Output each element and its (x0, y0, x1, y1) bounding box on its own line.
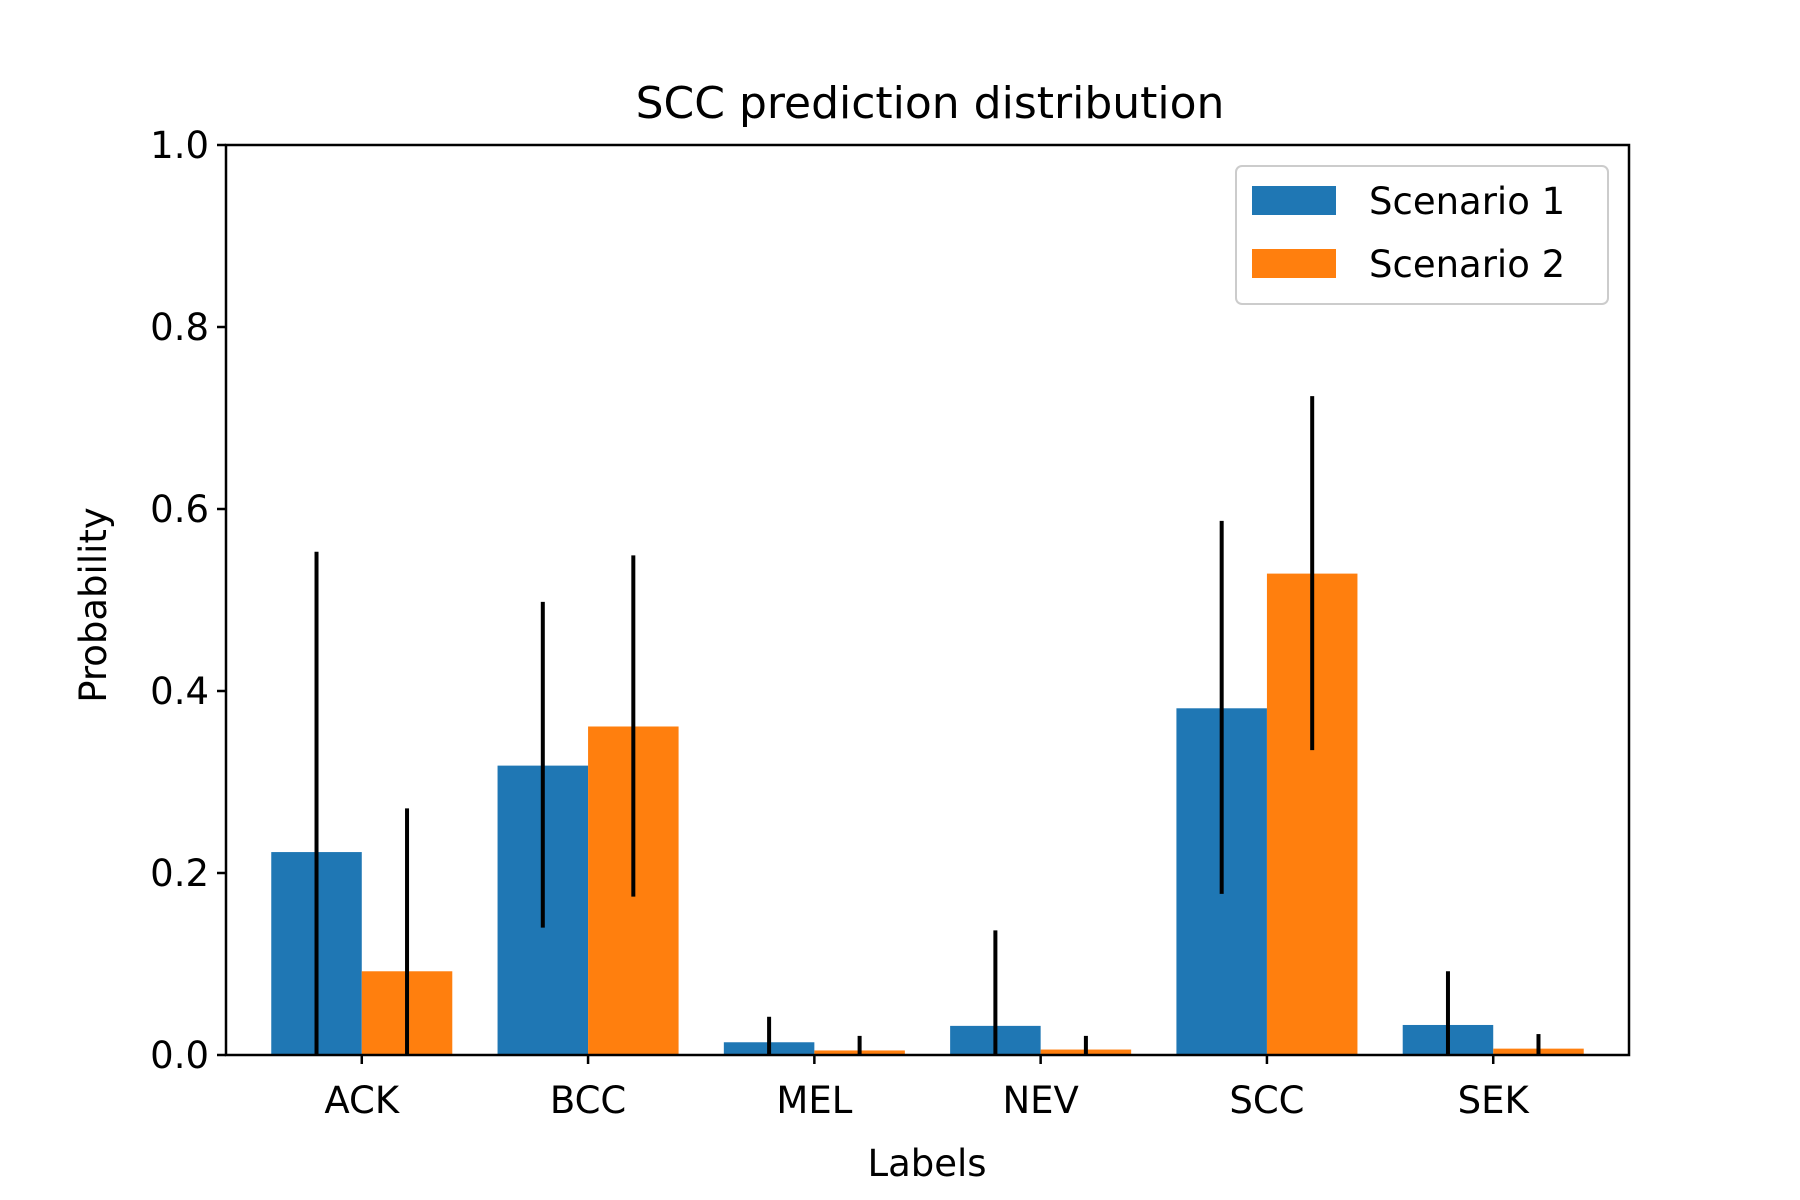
chart-canvas: SCC prediction distribution 0.0 0.2 0.4 0.6… (0, 0, 1800, 1200)
y-tick-label: 0.4 (150, 670, 209, 713)
x-tick-label-nev: NEV (1002, 1079, 1078, 1122)
y-tick-label: 1.0 (150, 124, 209, 167)
x-axis: ACK BCC MEL NEV SCC SEK (324, 1055, 1530, 1122)
bars-layer (271, 574, 1583, 1055)
y-tick-label: 0.2 (150, 852, 209, 895)
y-tick-label: 0.0 (150, 1034, 209, 1077)
legend-swatch-scenario-2 (1252, 249, 1336, 278)
legend-swatch-scenario-1 (1252, 186, 1336, 215)
y-tick-label: 0.8 (150, 306, 209, 349)
legend: Scenario 1 Scenario 2 (1236, 166, 1608, 304)
chart-title: SCC prediction distribution (636, 78, 1225, 129)
x-tick-label-scc: SCC (1229, 1079, 1304, 1122)
x-tick-label-sek: SEK (1458, 1079, 1531, 1122)
x-axis-label: Labels (867, 1142, 986, 1185)
y-axis: 0.0 0.2 0.4 0.6 0.8 1.0 (150, 124, 226, 1077)
legend-label-scenario-2: Scenario 2 (1369, 243, 1565, 286)
y-axis-label: Probability (72, 507, 115, 703)
x-tick-label-mel: MEL (776, 1079, 852, 1122)
legend-label-scenario-1: Scenario 1 (1369, 180, 1565, 223)
y-tick-label: 0.6 (150, 488, 209, 531)
x-tick-label-bcc: BCC (550, 1079, 626, 1122)
x-tick-label-ack: ACK (324, 1079, 400, 1122)
